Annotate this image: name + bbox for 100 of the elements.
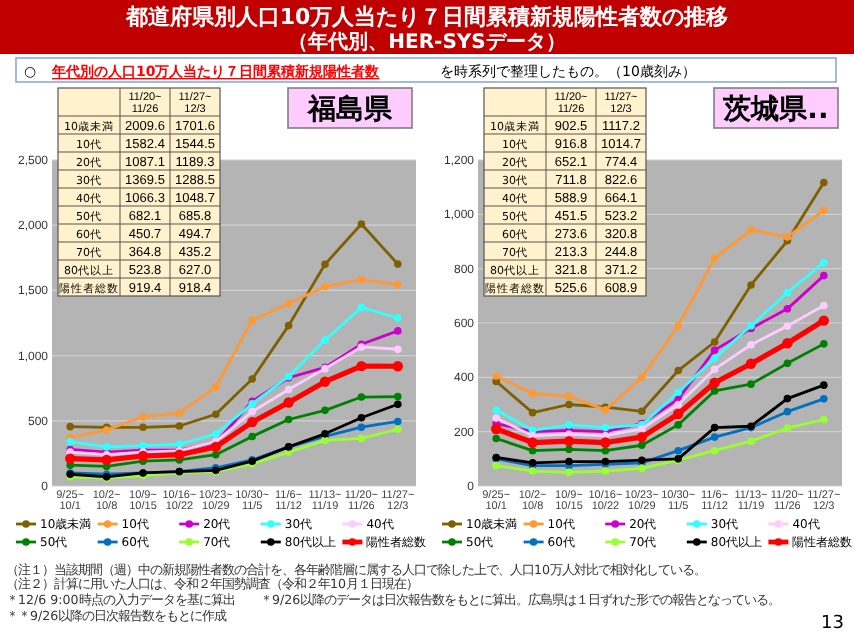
point: [783, 394, 792, 403]
point: [820, 340, 828, 348]
point: [175, 409, 184, 417]
point: [394, 400, 402, 409]
point: [820, 271, 828, 280]
point: [248, 375, 256, 383]
point: [600, 437, 611, 448]
point: [601, 446, 610, 455]
point: [321, 336, 329, 344]
point: [783, 359, 792, 368]
point: [638, 407, 646, 416]
point: [674, 366, 682, 375]
point: [139, 413, 147, 421]
point: [709, 377, 720, 388]
point: [283, 397, 294, 408]
point: [783, 288, 792, 297]
point: [674, 421, 682, 429]
point: [820, 415, 828, 424]
point: [248, 407, 256, 416]
point: [394, 417, 402, 426]
point: [674, 388, 682, 397]
point: [674, 446, 682, 455]
chart-title: 福島県: [306, 92, 394, 126]
point: [783, 424, 792, 432]
point: [394, 314, 402, 322]
point: [357, 275, 366, 284]
point: [710, 254, 719, 263]
point: [747, 437, 755, 445]
point: [139, 423, 147, 432]
point: [783, 407, 792, 416]
point: [101, 454, 112, 466]
point: [710, 354, 719, 363]
point: [394, 392, 402, 401]
point: [284, 299, 293, 308]
point: [174, 449, 185, 460]
point: [321, 282, 329, 291]
point: [673, 408, 684, 420]
point: [783, 322, 792, 330]
point: [248, 316, 256, 325]
point: [492, 414, 500, 422]
point: [210, 441, 221, 453]
point: [357, 220, 366, 228]
point: [710, 446, 719, 455]
point: [394, 327, 402, 335]
point: [565, 400, 573, 409]
point: [492, 372, 500, 380]
point: [394, 260, 402, 268]
point: [747, 226, 755, 234]
point: [357, 303, 366, 312]
point: [175, 422, 184, 430]
point: [745, 358, 757, 369]
point: [102, 443, 111, 451]
point: [212, 450, 220, 459]
point: [674, 321, 682, 330]
point: [139, 441, 147, 450]
point: [820, 258, 828, 267]
chart-title: 茨城県..: [721, 94, 829, 126]
point: [783, 305, 792, 313]
point: [247, 416, 258, 428]
point: [710, 387, 719, 395]
point: [710, 433, 719, 441]
point: [492, 434, 500, 443]
point: [528, 446, 537, 455]
point: [638, 464, 646, 473]
point: [818, 315, 829, 326]
point: [710, 365, 719, 373]
point: [565, 445, 573, 454]
point: [820, 395, 828, 403]
point: [394, 425, 402, 434]
point: [747, 281, 755, 289]
point: [394, 345, 402, 354]
point: [491, 423, 502, 435]
point: [492, 406, 500, 414]
point: [565, 421, 573, 429]
point: [492, 461, 500, 470]
point: [321, 260, 329, 269]
point: [638, 441, 646, 450]
point: [820, 178, 828, 187]
point: [820, 381, 828, 389]
point: [638, 373, 646, 382]
point: [674, 400, 682, 409]
point: [527, 437, 538, 448]
point: [284, 385, 293, 394]
point: [356, 360, 367, 372]
point: [747, 340, 755, 349]
point: [66, 422, 74, 431]
point: [65, 453, 76, 464]
point: [212, 410, 220, 419]
point: [710, 338, 719, 346]
point: [565, 468, 573, 477]
point: [212, 383, 220, 391]
point: [392, 361, 403, 372]
point: [357, 434, 366, 443]
point: [565, 392, 573, 401]
point: [563, 435, 575, 447]
point: [137, 450, 149, 462]
text: 13: [821, 614, 844, 634]
point: [710, 346, 719, 354]
point: [212, 430, 220, 438]
point: [601, 467, 610, 475]
